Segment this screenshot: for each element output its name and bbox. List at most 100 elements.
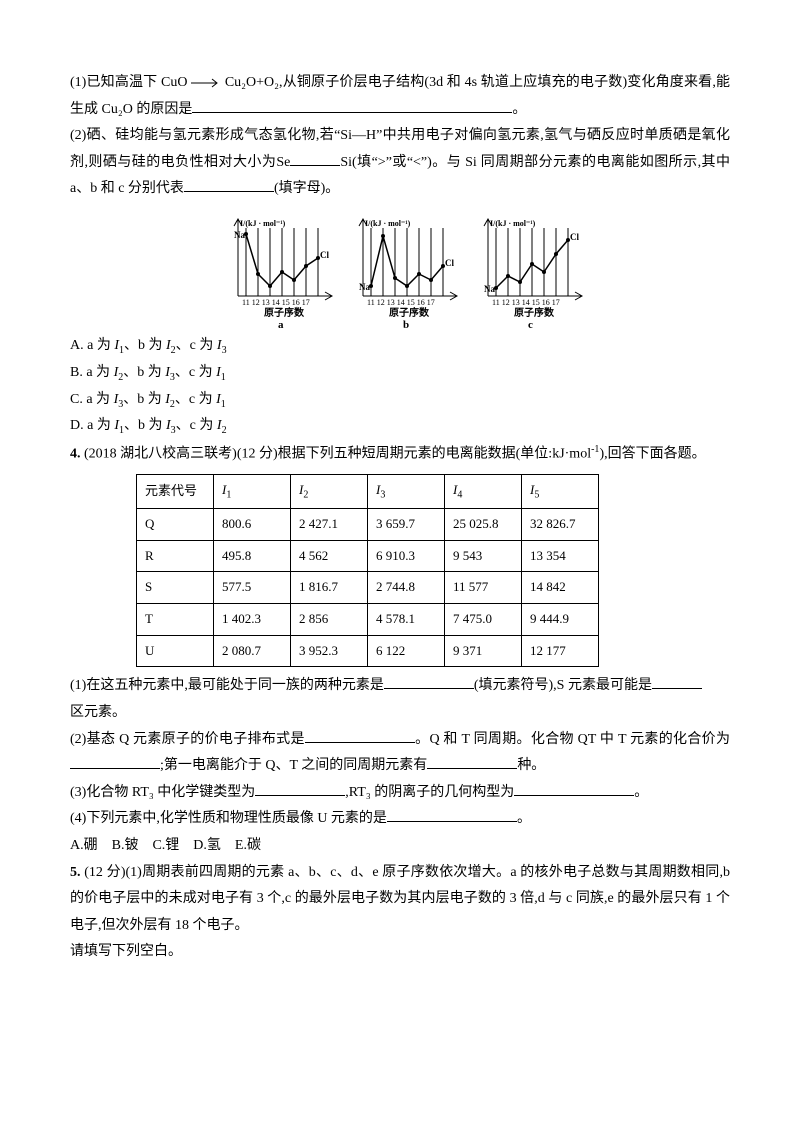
table-cell: 4 578.1 [368,604,445,636]
table-cell: 577.5 [214,572,291,604]
table-header-cell: I4 [445,475,522,509]
svg-text:原子序数: 原子序数 [514,306,555,319]
blank-2a[interactable] [290,151,340,166]
table-cell: 12 177 [522,635,599,667]
q4-1c: 区元素。 [70,705,126,720]
svg-text:Cl: Cl [445,258,454,268]
table-cell: 2 856 [291,604,368,636]
reaction-arrow [191,75,221,91]
table-row: U2 080.73 952.36 1229 37112 177 [137,635,599,667]
q5-body: (12 分)(1)周期表前四周期的元素 a、b、c、d、e 原子序数依次增大。a… [70,865,730,933]
q1-part-c: 。 [512,102,526,117]
svg-text:11 12 13 14 15 16 17: 11 12 13 14 15 16 17 [367,298,435,307]
option-a[interactable]: A. a 为 I1、b 为 I2、c 为 I3 [70,333,730,360]
option-d[interactable]: D. a 为 I1、b 为 I3、c 为 I2 [70,413,730,440]
svg-text:Na: Na [484,284,495,294]
q4-4a: (4)下列元素中,化学性质和物理性质最像 U 元素的是 [70,811,387,826]
question-5-text: 5. (12 分)(1)周期表前四周期的元素 a、b、c、d、e 原子序数依次增… [70,860,730,940]
q4-4b: 。 [517,811,531,826]
svg-text:a: a [278,319,284,329]
table-cell: 2 080.7 [214,635,291,667]
q2-part-c: (填字母)。 [274,181,339,196]
table-header-cell: I1 [214,475,291,509]
table-cell: 9 371 [445,635,522,667]
q4-2c: ;第一电离能介于 Q、T 之间的同周期元素有 [160,758,427,773]
q4-2a: (2)基态 Q 元素原子的价电子排布式是 [70,732,305,747]
table-cell: U [137,635,214,667]
blank-q4-1b[interactable] [652,674,702,689]
svg-text:11 12 13 14 15 16 17: 11 12 13 14 15 16 17 [242,298,310,307]
ionization-chart-figure: I/(kJ · mol⁻¹) Na Cl 11 12 13 14 15 16 1… [70,209,730,329]
q4-1a: (1)在这五种元素中,最可能处于同一族的两种元素是 [70,678,384,693]
table-cell: R [137,540,214,572]
blank-1[interactable] [192,98,512,113]
option-c[interactable]: C. a 为 I3、b 为 I2、c 为 I1 [70,387,730,414]
svg-text:I/(kJ · mol⁻¹): I/(kJ · mol⁻¹) [365,219,411,228]
q1-part-a: (1)已知高温下 CuO [70,75,187,90]
table-row: T1 402.32 8564 578.17 475.09 444.9 [137,604,599,636]
table-cell: 6 910.3 [368,540,445,572]
table-cell: 9 444.9 [522,604,599,636]
table-cell: 32 826.7 [522,509,599,541]
svg-text:c: c [528,319,533,329]
table-row: Q800.62 427.13 659.725 025.832 826.7 [137,509,599,541]
svg-text:I/(kJ · mol⁻¹): I/(kJ · mol⁻¹) [490,219,536,228]
blank-2b[interactable] [184,177,274,192]
question-1-text: (1)已知高温下 CuO Cu₂O+O₂,从铜原子价层电子结构(3d 和 4s … [70,70,730,123]
blank-q4-1a[interactable] [384,674,474,689]
ionization-data-table: 元素代号I1I2I3I4I5 Q800.62 427.13 659.725 02… [136,474,599,667]
table-header-cell: I2 [291,475,368,509]
table-cell: S [137,572,214,604]
blank-q4-2c[interactable] [427,754,517,769]
table-cell: 9 543 [445,540,522,572]
q4-sub4-opts: A.硼 B.铍 C.锂 D.氢 E.碳 [70,833,730,860]
question-2-text: (2)硒、硅均能与氢元素形成气态氢化物,若“Si—H”中共用电子对偏向氢元素,氢… [70,123,730,203]
blank-q4-3b[interactable] [514,781,634,796]
table-cell: 11 577 [445,572,522,604]
svg-text:原子序数: 原子序数 [264,306,305,319]
blank-q4-2a[interactable] [305,728,415,743]
table-cell: 495.8 [214,540,291,572]
table-cell: 800.6 [214,509,291,541]
q4-3a: (3)化合物 RT₃ 中化学键类型为 [70,785,255,800]
svg-text:11 12 13 14 15 16 17: 11 12 13 14 15 16 17 [492,298,560,307]
svg-text:Cl: Cl [570,232,579,242]
svg-text:原子序数: 原子序数 [389,306,430,319]
table-cell: 14 842 [522,572,599,604]
table-header-cell: 元素代号 [137,475,214,509]
svg-text:Na: Na [234,230,245,240]
ionization-charts-svg: I/(kJ · mol⁻¹) Na Cl 11 12 13 14 15 16 1… [210,209,590,329]
svg-text:Na: Na [359,282,370,292]
table-header-cell: I3 [368,475,445,509]
options-block: A. a 为 I1、b 为 I2、c 为 I3 B. a 为 I2、b 为 I3… [70,333,730,440]
question-4-text: 4. (2018 湖北八校高三联考)(12 分)根据下列五种短周期元素的电离能数… [70,440,730,468]
svg-text:I/(kJ · mol⁻¹): I/(kJ · mol⁻¹) [240,219,286,228]
table-cell: 1 402.3 [214,604,291,636]
table-cell: 1 816.7 [291,572,368,604]
q4-sub1: (1)在这五种元素中,最可能处于同一族的两种元素是 (填元素符号),S 元素最可能… [70,673,730,726]
blank-q4-2b[interactable] [70,754,160,769]
table-cell: 3 659.7 [368,509,445,541]
table-cell: 2 427.1 [291,509,368,541]
q4-sub3: (3)化合物 RT₃ 中化学键类型为 ,RT₃ 的阴离子的几何构型为 。 [70,780,730,807]
table-cell: 7 475.0 [445,604,522,636]
q4-sub2: (2)基态 Q 元素原子的价电子排布式是 。Q 和 T 同周期。化合物 QT 中 … [70,727,730,780]
svg-text:Cl: Cl [320,250,329,260]
table-cell: 2 744.8 [368,572,445,604]
blank-q4-4a[interactable] [387,807,517,822]
q4-3c: 。 [634,785,648,800]
blank-q4-3a[interactable] [255,781,345,796]
svg-text:b: b [403,319,409,329]
q4-1b: (填元素符号),S 元素最可能是 [474,678,652,693]
option-b[interactable]: B. a 为 I2、b 为 I3、c 为 I1 [70,360,730,387]
q5-prompt: 请填写下列空白。 [70,939,730,966]
q4-2d: 种。 [517,758,545,773]
table-header-cell: I5 [522,475,599,509]
table-cell: T [137,604,214,636]
q4-2b: 。Q 和 T 同周期。化合物 QT 中 T 元素的化合价为 [415,732,730,747]
table-cell: 4 562 [291,540,368,572]
table-cell: 6 122 [368,635,445,667]
table-cell: Q [137,509,214,541]
q4-3b: ,RT₃ 的阴离子的几何构型为 [345,785,514,800]
table-cell: 3 952.3 [291,635,368,667]
